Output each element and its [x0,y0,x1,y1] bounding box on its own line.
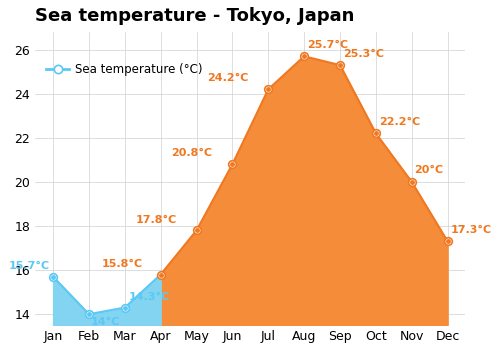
Text: 17.8°C: 17.8°C [136,215,177,225]
Text: 15.8°C: 15.8°C [102,259,142,269]
Text: Sea temperature - Tokyo, Japan: Sea temperature - Tokyo, Japan [35,7,354,25]
Text: 20°C: 20°C [414,165,444,175]
Text: 24.2°C: 24.2°C [207,73,248,83]
Text: 25.7°C: 25.7°C [307,40,348,50]
Text: 25.3°C: 25.3°C [343,49,384,58]
Text: 22.2°C: 22.2°C [378,117,420,127]
Text: 14°C: 14°C [90,317,120,327]
Text: 17.3°C: 17.3°C [450,225,492,235]
Text: 20.8°C: 20.8°C [172,148,212,158]
Legend: Sea temperature (°C): Sea temperature (°C) [41,58,207,81]
Text: 14.3°C: 14.3°C [128,292,170,302]
Text: 15.7°C: 15.7°C [8,261,50,271]
